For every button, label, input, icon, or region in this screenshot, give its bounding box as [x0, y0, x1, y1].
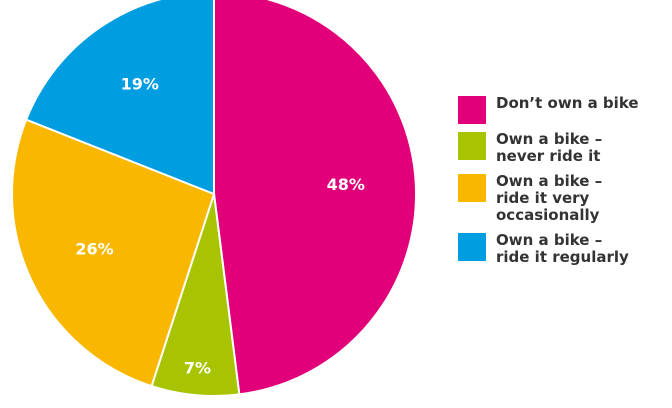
legend: Don’t own a bike Own a bike – never ride…: [458, 95, 672, 274]
pie-value-label-never-ride: 7%: [184, 359, 211, 378]
legend-item-regularly: Own a bike – ride it regularly: [458, 232, 672, 266]
legend-label-never-ride: Own a bike – never ride it: [496, 130, 603, 165]
legend-label-dont-own: Don’t own a bike: [496, 94, 639, 112]
pie-slice-regularly: [24, 0, 215, 196]
legend-swatch-dont-own: [458, 96, 486, 124]
legend-item-dont-own: Don’t own a bike: [458, 94, 672, 124]
pie-slice-dont-own: [213, 0, 418, 396]
legend-item-never-ride: Own a bike – never ride it: [458, 131, 672, 165]
legend-label-regularly: Own a bike – ride it regularly: [496, 231, 629, 266]
pie-slice-very-occasionally: [11, 118, 216, 388]
pie-value-label-very-occasionally: 26%: [75, 240, 113, 259]
legend-swatch-never-ride: [458, 132, 486, 160]
legend-swatch-very-occasionally: [458, 174, 486, 202]
legend-swatch-regularly: [458, 233, 486, 261]
pie-value-labels: 48% 7% 26% 19%: [75, 74, 364, 377]
legend-item-very-occasionally: Own a bike – ride it very occasionally: [458, 173, 672, 224]
pie-slices: [11, 0, 418, 397]
legend-label-very-occasionally: Own a bike – ride it very occasionally: [496, 172, 603, 224]
pie-value-label-regularly: 19%: [121, 74, 159, 93]
pie-value-label-dont-own: 48%: [327, 175, 365, 194]
